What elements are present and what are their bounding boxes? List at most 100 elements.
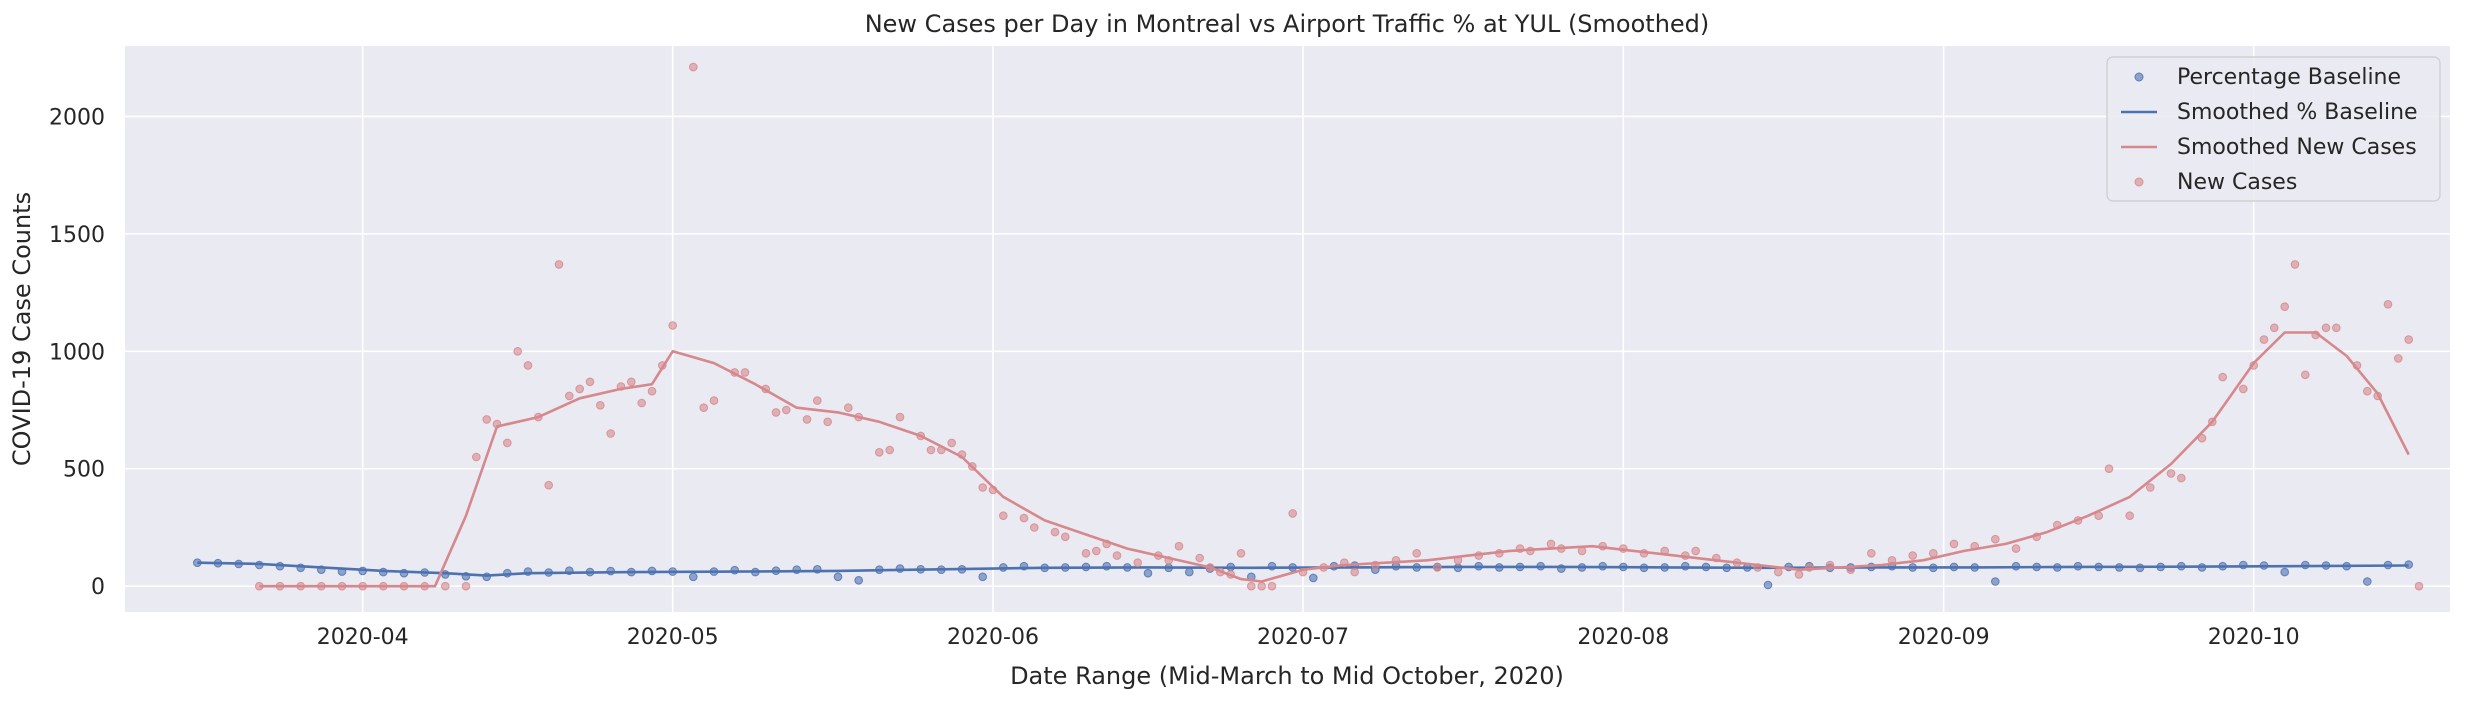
series-new-cases bbox=[254, 62, 2424, 591]
data-point bbox=[2311, 330, 2320, 340]
legend-label: Smoothed New Cases bbox=[2177, 135, 2417, 160]
data-point bbox=[1154, 551, 1163, 560]
data-point bbox=[668, 321, 678, 330]
data-point bbox=[1577, 546, 1587, 556]
data-point bbox=[596, 401, 605, 410]
data-point bbox=[947, 438, 957, 448]
data-point bbox=[1102, 539, 1111, 549]
data-point bbox=[2404, 335, 2413, 344]
data-point bbox=[1133, 558, 1142, 568]
y-tick-label: 1000 bbox=[49, 340, 105, 365]
data-point bbox=[1639, 549, 1649, 558]
data-point bbox=[1712, 553, 1721, 563]
data-point bbox=[885, 445, 895, 455]
data-point bbox=[1236, 549, 1246, 558]
data-point bbox=[2270, 323, 2279, 333]
data-point bbox=[2249, 361, 2258, 370]
data-point bbox=[854, 576, 864, 585]
data-point bbox=[1371, 560, 1380, 570]
data-point bbox=[534, 412, 543, 422]
data-point bbox=[1929, 549, 1938, 558]
data-point bbox=[2032, 532, 2041, 542]
data-point bbox=[1526, 546, 1535, 556]
data-point bbox=[1216, 567, 1225, 577]
x-tick-label: 2020-09 bbox=[1898, 625, 1990, 650]
chart-title: New Cases per Day in Montreal vs Airport… bbox=[865, 10, 1710, 38]
data-point bbox=[1195, 553, 1204, 563]
data-point bbox=[957, 450, 967, 459]
series-smoothed-new-cases bbox=[259, 331, 2410, 588]
data-point bbox=[616, 382, 626, 391]
data-point bbox=[2280, 302, 2289, 312]
data-point bbox=[575, 384, 585, 394]
data-point bbox=[1185, 567, 1194, 577]
data-point bbox=[2332, 323, 2341, 333]
data-point bbox=[782, 405, 791, 415]
data-point bbox=[1030, 523, 1039, 532]
data-point bbox=[978, 483, 988, 492]
data-point bbox=[2321, 323, 2331, 333]
y-tick-label: 0 bbox=[91, 575, 105, 600]
data-point bbox=[1205, 563, 1215, 572]
data-point bbox=[1515, 544, 1525, 553]
data-point bbox=[585, 377, 595, 387]
legend: Percentage Baseline Smoothed % Baseline Sm… bbox=[2106, 56, 2441, 202]
data-point bbox=[2239, 384, 2248, 394]
data-point bbox=[1681, 551, 1690, 560]
x-tick-label: 2020-05 bbox=[627, 625, 719, 650]
data-point bbox=[1846, 565, 1855, 575]
data-point bbox=[358, 581, 368, 591]
data-point bbox=[833, 572, 843, 582]
legend-label: Smoothed % Baseline bbox=[2177, 100, 2418, 125]
data-point bbox=[1949, 539, 1959, 549]
data-point bbox=[337, 581, 347, 591]
data-point bbox=[2166, 469, 2176, 478]
data-point bbox=[658, 361, 667, 370]
series-layer bbox=[193, 62, 2424, 591]
x-tick-label: 2020-06 bbox=[947, 625, 1039, 650]
data-point bbox=[1288, 509, 1297, 518]
data-point bbox=[875, 448, 884, 457]
data-point bbox=[740, 368, 750, 377]
data-point bbox=[1619, 544, 1628, 553]
data-point bbox=[1319, 563, 1328, 572]
data-point bbox=[1433, 563, 1442, 572]
data-point bbox=[544, 480, 554, 490]
data-point bbox=[1691, 546, 1700, 556]
y-tick-label: 500 bbox=[63, 458, 105, 483]
data-point bbox=[937, 445, 946, 455]
y-tick-label: 2000 bbox=[49, 105, 105, 130]
data-point bbox=[1019, 513, 1029, 523]
x-tick-label: 2020-10 bbox=[2208, 625, 2300, 650]
data-point bbox=[513, 347, 523, 356]
data-point bbox=[1340, 558, 1349, 568]
data-point bbox=[1350, 567, 1359, 577]
data-point bbox=[254, 581, 264, 591]
data-point bbox=[1991, 534, 2000, 544]
data-point bbox=[1867, 549, 1876, 558]
data-point bbox=[1991, 577, 2000, 586]
data-point bbox=[1164, 556, 1173, 565]
data-point bbox=[2094, 511, 2103, 521]
data-point bbox=[1112, 551, 1122, 560]
data-point bbox=[1092, 546, 1101, 556]
data-point bbox=[2259, 335, 2269, 344]
data-point bbox=[1267, 581, 1277, 591]
data-point bbox=[1825, 560, 1835, 570]
data-point bbox=[565, 391, 574, 401]
data-point bbox=[1174, 541, 1184, 551]
data-point bbox=[689, 572, 698, 582]
data-point bbox=[2373, 391, 2382, 401]
data-point bbox=[1453, 556, 1463, 565]
data-point bbox=[2011, 544, 2021, 553]
data-point bbox=[503, 438, 512, 448]
data-point bbox=[926, 445, 936, 455]
data-point bbox=[1753, 563, 1762, 572]
y-axis-ticks: 0 500 1000 1500 2000 bbox=[49, 105, 105, 600]
data-point bbox=[2280, 567, 2289, 577]
data-point bbox=[2352, 361, 2362, 370]
data-point bbox=[1732, 558, 1742, 568]
legend-marker-swatch bbox=[2134, 177, 2144, 187]
data-point bbox=[461, 581, 471, 591]
data-point bbox=[2208, 417, 2217, 427]
